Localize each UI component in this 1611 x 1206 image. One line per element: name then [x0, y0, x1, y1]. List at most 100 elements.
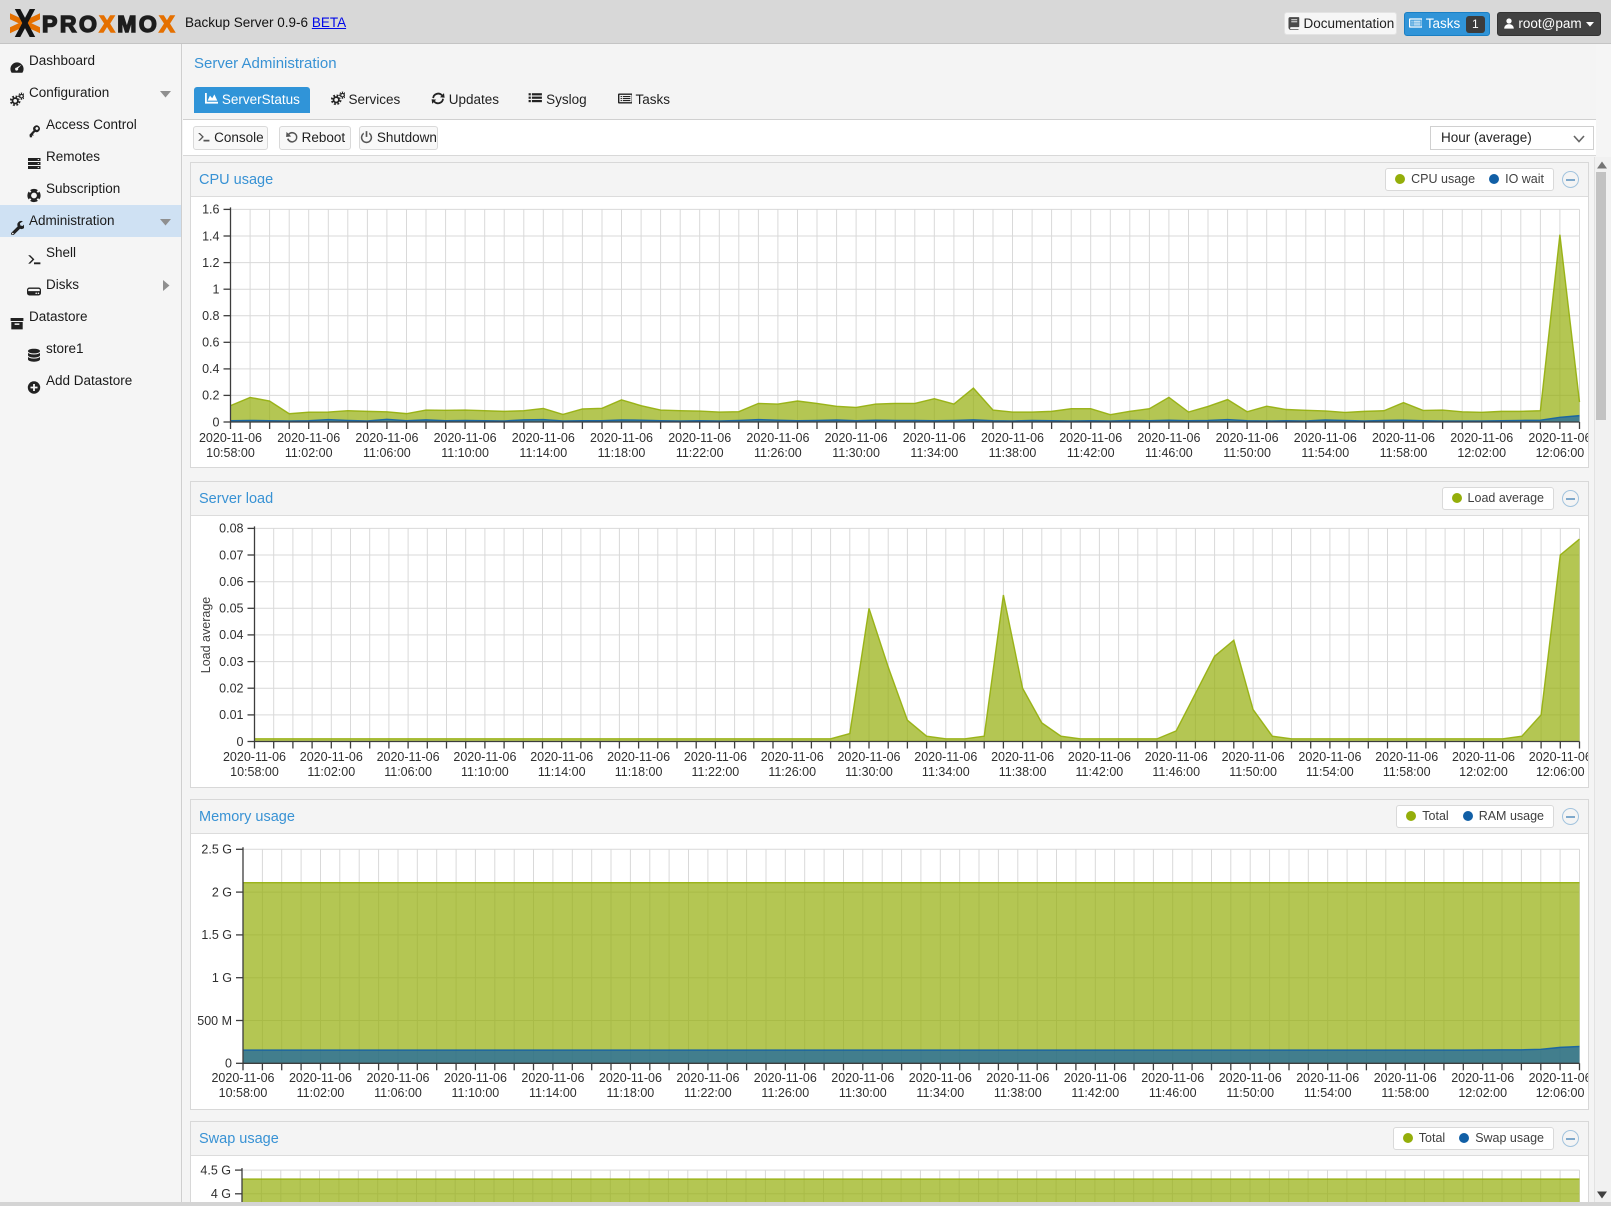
svg-text:2020-11-06: 2020-11-06: [1450, 431, 1513, 445]
svg-text:2020-11-06: 2020-11-06: [199, 431, 262, 445]
svg-text:0.08: 0.08: [219, 522, 243, 536]
svg-text:11:38:00: 11:38:00: [989, 446, 1037, 460]
svg-text:10:58:00: 10:58:00: [206, 446, 255, 460]
svg-text:2020-11-06: 2020-11-06: [289, 1071, 352, 1085]
svg-text:10:58:00: 10:58:00: [230, 765, 279, 779]
svg-text:11:34:00: 11:34:00: [910, 446, 958, 460]
svg-text:2020-11-06: 2020-11-06: [1064, 1071, 1127, 1085]
svg-text:1.2: 1.2: [202, 256, 219, 270]
svg-text:2020-11-06: 2020-11-06: [277, 431, 340, 445]
svg-text:2020-11-06: 2020-11-06: [444, 1071, 507, 1085]
svg-text:0.06: 0.06: [219, 575, 243, 589]
svg-text:11:50:00: 11:50:00: [1223, 446, 1271, 460]
svg-text:2020-11-06: 2020-11-06: [1294, 431, 1357, 445]
svg-text:11:42:00: 11:42:00: [1071, 1086, 1119, 1100]
svg-text:11:02:00: 11:02:00: [307, 765, 355, 779]
svg-text:11:14:00: 11:14:00: [529, 1086, 577, 1100]
svg-text:0: 0: [225, 1057, 232, 1071]
svg-text:2020-11-06: 2020-11-06: [1372, 431, 1435, 445]
svg-text:1.4: 1.4: [202, 229, 219, 243]
svg-text:2020-11-06: 2020-11-06: [1141, 1071, 1204, 1085]
svg-text:0.4: 0.4: [202, 362, 219, 376]
svg-text:2020-11-06: 2020-11-06: [366, 1071, 429, 1085]
svg-text:11:14:00: 11:14:00: [519, 446, 567, 460]
svg-text:12:06:00: 12:06:00: [1536, 1086, 1585, 1100]
svg-text:2020-11-06: 2020-11-06: [1137, 431, 1200, 445]
svg-text:12:02:00: 12:02:00: [1458, 1086, 1507, 1100]
svg-text:2020-11-06: 2020-11-06: [521, 1071, 584, 1085]
svg-text:2020-11-06: 2020-11-06: [1298, 750, 1361, 764]
svg-text:2020-11-06: 2020-11-06: [1216, 431, 1279, 445]
svg-text:11:58:00: 11:58:00: [1381, 1086, 1429, 1100]
svg-text:11:58:00: 11:58:00: [1383, 765, 1431, 779]
svg-text:2020-11-06: 2020-11-06: [837, 750, 900, 764]
svg-text:2020-11-06: 2020-11-06: [831, 1071, 894, 1085]
svg-text:2020-11-06: 2020-11-06: [453, 750, 516, 764]
svg-text:2020-11-06: 2020-11-06: [684, 750, 747, 764]
svg-text:2020-11-06: 2020-11-06: [1451, 1071, 1514, 1085]
svg-text:11:38:00: 11:38:00: [999, 765, 1047, 779]
svg-text:11:22:00: 11:22:00: [684, 1086, 732, 1100]
svg-text:11:30:00: 11:30:00: [832, 446, 880, 460]
svg-text:11:46:00: 11:46:00: [1145, 446, 1193, 460]
svg-text:2020-11-06: 2020-11-06: [1374, 1071, 1437, 1085]
svg-text:11:22:00: 11:22:00: [692, 765, 740, 779]
svg-text:0.02: 0.02: [219, 682, 243, 696]
svg-text:0.03: 0.03: [219, 655, 243, 669]
svg-text:0.05: 0.05: [219, 602, 243, 616]
svg-text:2020-11-06: 2020-11-06: [434, 431, 497, 445]
svg-text:11:14:00: 11:14:00: [538, 765, 586, 779]
svg-text:2020-11-06: 2020-11-06: [825, 431, 888, 445]
svg-text:2020-11-06: 2020-11-06: [211, 1071, 274, 1085]
svg-text:2020-11-06: 2020-11-06: [590, 431, 653, 445]
svg-text:11:30:00: 11:30:00: [845, 765, 893, 779]
svg-text:2020-11-06: 2020-11-06: [300, 750, 363, 764]
svg-text:2020-11-06: 2020-11-06: [1296, 1071, 1359, 1085]
svg-text:11:18:00: 11:18:00: [598, 446, 646, 460]
svg-text:12:02:00: 12:02:00: [1457, 446, 1506, 460]
svg-text:2020-11-06: 2020-11-06: [903, 431, 966, 445]
svg-text:11:42:00: 11:42:00: [1076, 765, 1124, 779]
svg-text:2020-11-06: 2020-11-06: [1529, 750, 1588, 764]
svg-text:11:10:00: 11:10:00: [461, 765, 509, 779]
svg-text:0.04: 0.04: [219, 628, 243, 642]
svg-text:0.07: 0.07: [219, 548, 243, 562]
svg-text:2020-11-06: 2020-11-06: [530, 750, 593, 764]
svg-text:11:02:00: 11:02:00: [297, 1086, 345, 1100]
svg-text:4 G: 4 G: [211, 1187, 231, 1201]
svg-text:0.6: 0.6: [202, 336, 219, 350]
svg-text:11:46:00: 11:46:00: [1152, 765, 1200, 779]
svg-text:11:30:00: 11:30:00: [839, 1086, 887, 1100]
svg-text:11:06:00: 11:06:00: [363, 446, 411, 460]
svg-text:2020-11-06: 2020-11-06: [986, 1071, 1049, 1085]
svg-text:2020-11-06: 2020-11-06: [377, 750, 440, 764]
svg-text:2020-11-06: 2020-11-06: [754, 1071, 817, 1085]
svg-text:2020-11-06: 2020-11-06: [676, 1071, 739, 1085]
svg-text:11:22:00: 11:22:00: [676, 446, 724, 460]
svg-text:2 G: 2 G: [212, 885, 232, 899]
svg-text:11:50:00: 11:50:00: [1229, 765, 1277, 779]
svg-text:11:18:00: 11:18:00: [615, 765, 663, 779]
svg-text:2020-11-06: 2020-11-06: [1068, 750, 1131, 764]
svg-text:10:58:00: 10:58:00: [219, 1086, 268, 1100]
svg-text:2020-11-06: 2020-11-06: [914, 750, 977, 764]
svg-text:12:06:00: 12:06:00: [1536, 765, 1585, 779]
svg-text:0.01: 0.01: [219, 708, 243, 722]
svg-text:1.6: 1.6: [202, 203, 219, 217]
svg-text:2020-11-06: 2020-11-06: [761, 750, 824, 764]
svg-text:4.5 G: 4.5 G: [200, 1163, 231, 1177]
svg-text:2020-11-06: 2020-11-06: [1219, 1071, 1282, 1085]
svg-text:Load average: Load average: [199, 597, 213, 674]
svg-text:2020-11-06: 2020-11-06: [746, 431, 809, 445]
svg-text:2020-11-06: 2020-11-06: [668, 431, 731, 445]
svg-text:2020-11-06: 2020-11-06: [599, 1071, 662, 1085]
svg-text:2020-11-06: 2020-11-06: [1375, 750, 1438, 764]
svg-text:2.5 G: 2.5 G: [201, 843, 232, 857]
svg-text:11:06:00: 11:06:00: [384, 765, 432, 779]
svg-text:11:42:00: 11:42:00: [1067, 446, 1115, 460]
svg-text:12:06:00: 12:06:00: [1536, 446, 1585, 460]
svg-text:2020-11-06: 2020-11-06: [1529, 1071, 1588, 1085]
svg-text:2020-11-06: 2020-11-06: [1222, 750, 1285, 764]
svg-text:11:10:00: 11:10:00: [441, 446, 489, 460]
svg-text:11:38:00: 11:38:00: [994, 1086, 1042, 1100]
